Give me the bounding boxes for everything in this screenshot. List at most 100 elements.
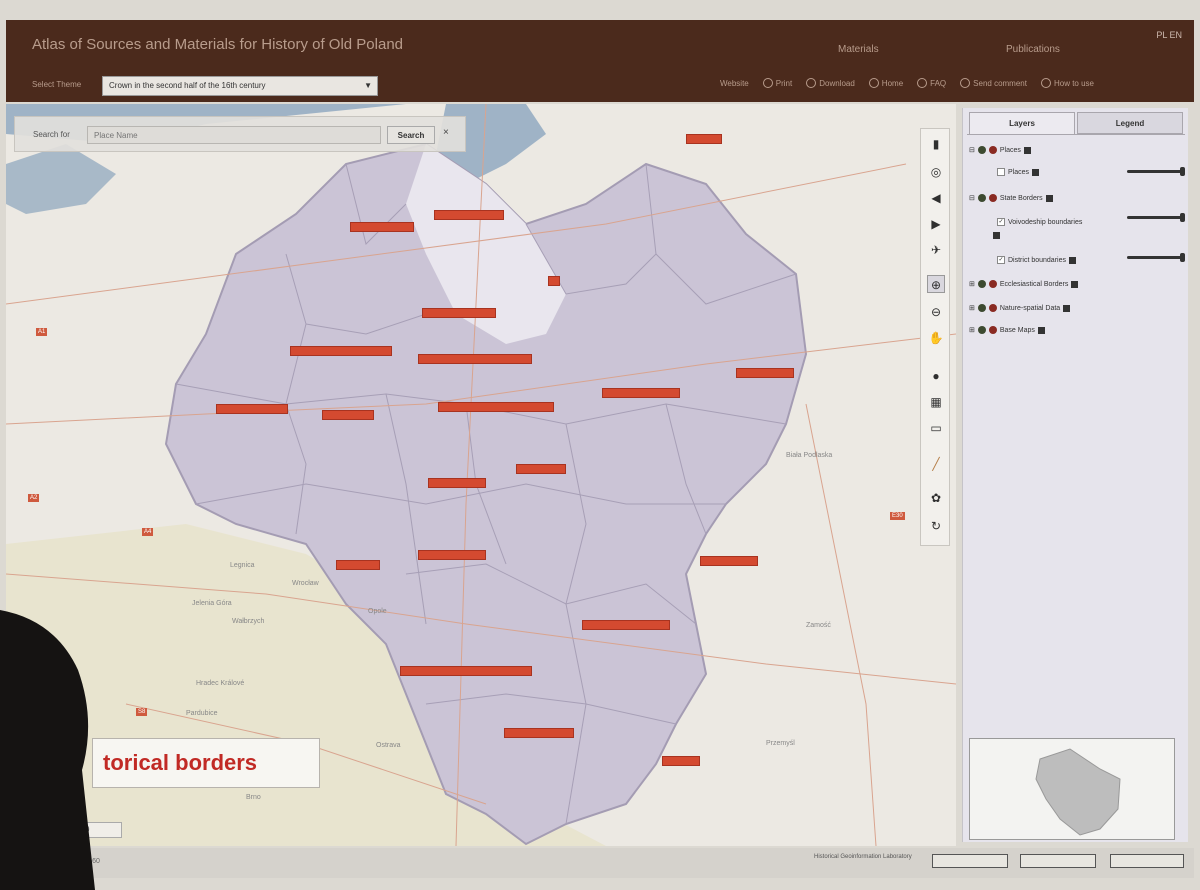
sublayer-voivodeship[interactable]: ✓ Voivodeship boundaries [997,218,1082,226]
expand-icon[interactable]: ⊟ [969,147,975,154]
language-switch[interactable]: PL EN [1156,30,1182,40]
tab-layers[interactable]: Layers [969,112,1075,134]
credit-text: Historical Geoinformation Laboratory [814,854,912,860]
road-shield: E30 [890,512,905,520]
info-icon[interactable] [1045,194,1053,202]
overview-map[interactable] [969,738,1175,840]
layer-label: Nature-spatial Data [999,304,1061,312]
download-button[interactable]: Download [806,78,855,88]
visible-icon[interactable] [977,326,986,334]
visible-icon[interactable] [977,304,986,312]
comment-icon [960,78,971,88]
info-icon[interactable] [1063,304,1071,312]
layer-checkbox[interactable] [997,168,1005,176]
refresh-icon[interactable]: ↻ [930,519,942,533]
search-panel: Search for Search × [14,116,466,152]
identify-icon[interactable]: ● [932,369,940,383]
place-label[interactable] [290,346,392,356]
help-icon [917,78,928,88]
send-comment-button[interactable]: Send comment [960,78,1027,88]
place-label[interactable] [434,210,504,220]
info-icon[interactable] [1023,146,1031,154]
layer-state-borders[interactable]: ⊟ State Borders [969,194,1053,202]
info-icon[interactable] [1068,256,1076,264]
opacity-slider[interactable] [1127,213,1185,222]
prev-extent-icon[interactable]: ◀ [931,191,941,205]
search-button[interactable]: Search [387,126,435,144]
place-label[interactable] [322,410,374,420]
nav-publications[interactable]: Publications [1006,44,1060,55]
place-label[interactable] [686,134,722,144]
place-label[interactable] [700,556,758,566]
tab-legend[interactable]: Legend [1077,112,1183,134]
place-label[interactable] [438,402,554,412]
hand-icon[interactable]: ✋ [928,331,944,345]
place-label[interactable] [602,388,680,398]
close-icon[interactable]: × [443,127,449,138]
sublayer-places[interactable]: Places [997,168,1040,176]
layers-icon[interactable]: ▦ [930,395,942,409]
town-name: Legnica [230,562,255,569]
info-icon[interactable] [1037,326,1045,334]
place-label[interactable] [400,666,532,676]
place-label[interactable] [662,756,700,766]
expand-icon[interactable]: ⊟ [969,195,975,202]
how-to-use-button[interactable]: How to use [1040,78,1094,88]
expand-icon[interactable]: ⊞ [969,305,975,312]
nav-materials[interactable]: Materials [838,44,879,55]
website-button[interactable]: Website [720,78,749,88]
select-icon[interactable]: ▮ [932,137,940,151]
theme-select-value: Crown in the second half of the 16th cen… [109,81,266,90]
place-label[interactable] [582,620,670,630]
place-label[interactable] [336,560,380,570]
visible-icon[interactable] [977,280,986,288]
place-label[interactable] [418,354,532,364]
home-button[interactable]: Home [868,78,903,88]
search-input[interactable] [87,126,381,144]
layer-ecclesiastical[interactable]: ⊞ Ecclesiastical Borders [969,280,1079,288]
crown-territory [164,142,808,846]
opacity-slider[interactable] [1127,167,1185,176]
info-icon[interactable] [1032,168,1040,176]
faq-button[interactable]: FAQ [917,78,946,88]
next-extent-icon[interactable]: ▶ [931,217,941,231]
expand-icon[interactable]: ⊞ [969,281,975,288]
layer-icon [988,326,997,334]
sublayer-district[interactable]: ✓ District boundaries [997,256,1076,264]
visible-icon[interactable] [977,146,986,154]
layer-places[interactable]: ⊟ Places [969,146,1031,154]
place-label[interactable] [428,478,486,488]
expand-icon[interactable]: ⊞ [969,327,975,334]
info-icon[interactable] [1071,280,1079,288]
place-label[interactable] [418,550,486,560]
tree-icon[interactable]: ✿ [930,491,942,505]
layer-checkbox[interactable]: ✓ [997,218,1005,226]
layer-nature-spatial[interactable]: ⊞ Nature-spatial Data [969,304,1071,312]
layer-checkbox[interactable]: ✓ [997,256,1005,264]
place-label[interactable] [422,308,496,318]
layer-base-maps[interactable]: ⊞ Base Maps [969,326,1045,334]
website-label: Website [720,78,749,88]
print-icon [762,78,773,88]
map-view[interactable]: Search for Search × Legnica Jelenia Góra… [6,104,956,846]
zoom-in-icon[interactable]: ⊕ [927,275,945,293]
ruler-icon[interactable]: ╱ [932,457,940,471]
place-label[interactable] [516,464,566,474]
zoom-out-icon[interactable]: ⊖ [930,305,942,319]
place-label[interactable] [548,276,560,286]
zoom-full-icon[interactable]: ◎ [930,165,942,179]
place-label[interactable] [216,404,288,414]
place-label[interactable] [504,728,574,738]
print-button[interactable]: Print [762,78,792,88]
theme-select[interactable]: Crown in the second half of the 16th cen… [102,76,378,96]
send-comment-label: Send comment [973,78,1027,88]
opacity-slider[interactable] [1127,253,1185,262]
place-label[interactable] [736,368,794,378]
layer-label: Places [999,146,1021,154]
info-icon[interactable] [993,232,1000,239]
visible-icon[interactable] [977,194,986,202]
comment-icon[interactable]: ▭ [930,421,942,435]
place-label[interactable] [350,222,414,232]
pan-to-icon[interactable]: ✈ [930,243,942,257]
layer-label: District boundaries [1008,256,1066,264]
